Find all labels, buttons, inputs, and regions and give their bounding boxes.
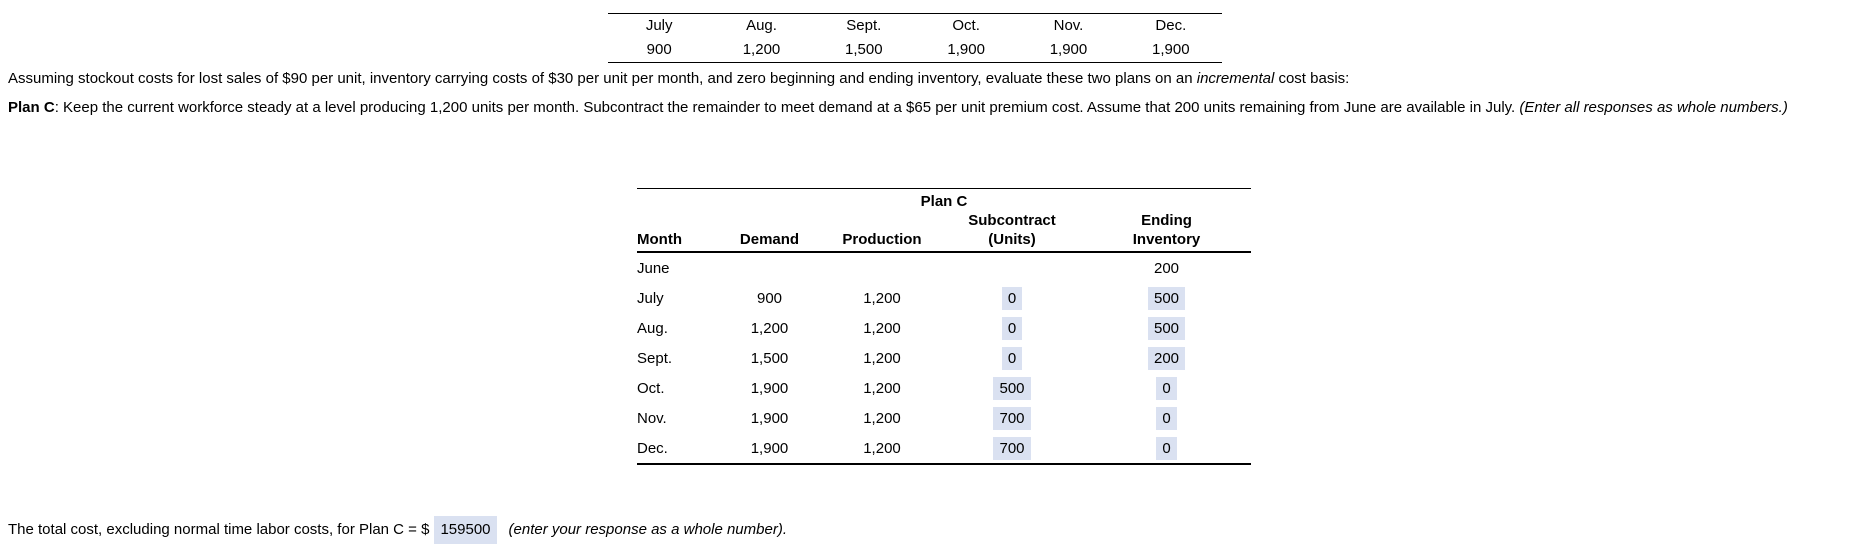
month-label-july: July bbox=[637, 289, 664, 307]
ending-inventory-input-aug-cell: 500 bbox=[1082, 313, 1251, 343]
demand-value: 1,200 bbox=[742, 41, 781, 58]
demand-value-sept: 1,500 bbox=[750, 349, 789, 367]
total-cost-instruction: (enter your response as a whole number). bbox=[508, 521, 787, 538]
intro-paragraph: Assuming stockout costs for lost sales o… bbox=[8, 68, 1866, 90]
production-value-sept: 1,200 bbox=[863, 349, 901, 367]
demand-value: 1,900 bbox=[1152, 41, 1190, 58]
ending-inventory-input-july[interactable]: 500 bbox=[1147, 286, 1186, 310]
subcontract-input-july-cell: 0 bbox=[942, 283, 1082, 313]
ending-header-line1: Ending bbox=[1141, 212, 1192, 229]
plan-c-row-dec: Dec. 1,900 1,200 700 0 bbox=[637, 433, 1251, 464]
plan-c-row-aug: Aug. 1,200 1,200 0 500 bbox=[637, 313, 1251, 343]
month-label-aug: Aug. bbox=[637, 319, 668, 337]
ending-header-line2: Inventory bbox=[1132, 231, 1201, 248]
demand-value: 1,500 bbox=[845, 41, 883, 58]
subcontract-input-nov[interactable]: 700 bbox=[993, 406, 1031, 430]
ending-inventory-input-dec-cell: 0 bbox=[1082, 433, 1251, 464]
column-header-production: Production bbox=[822, 211, 942, 253]
plan-c-description: : Keep the current workforce steady at a… bbox=[54, 99, 1520, 116]
ending-inventory-input-june: 200 bbox=[1153, 259, 1180, 277]
subcontract-input-dec-cell: 700 bbox=[942, 433, 1082, 464]
demand-value-june bbox=[717, 252, 822, 283]
ending-inventory-input-aug[interactable]: 500 bbox=[1147, 316, 1186, 340]
plan-c-paragraph: Plan C: Keep the current workforce stead… bbox=[8, 97, 1866, 119]
plan-c-table-title: Plan C bbox=[637, 188, 1251, 211]
demand-value: 1,900 bbox=[947, 41, 985, 58]
demand-value-aug: 1,200 bbox=[750, 319, 789, 337]
production-value-dec: 1,200 bbox=[863, 439, 901, 457]
month-label-sept: Sept. bbox=[637, 349, 673, 367]
demand-month-header: Oct. bbox=[952, 17, 980, 34]
plan-c-row-oct: Oct. 1,900 1,200 500 0 bbox=[637, 373, 1251, 403]
plan-c-label: Plan C bbox=[8, 99, 55, 116]
demand-value-oct: 1,900 bbox=[750, 379, 789, 397]
ending-inventory-input-july-cell: 500 bbox=[1082, 283, 1251, 313]
plan-c-table: Plan C Month Demand Production Subcontra… bbox=[637, 188, 1251, 465]
total-cost-text: The total cost, excluding normal time la… bbox=[8, 521, 430, 538]
demand-month-header: Aug. bbox=[746, 17, 777, 34]
plan-c-instruction: (Enter all responses as whole numbers.) bbox=[1519, 99, 1788, 116]
production-value-july: 1,200 bbox=[863, 289, 901, 307]
total-cost-input[interactable]: 159500 bbox=[434, 516, 497, 544]
production-value-nov: 1,200 bbox=[863, 409, 901, 427]
ending-inventory-input-sept-cell: 200 bbox=[1082, 343, 1251, 373]
subcontract-header-line1: Subcontract bbox=[968, 212, 1056, 229]
demand-value: 900 bbox=[646, 41, 672, 58]
subcontract-input-nov-cell: 700 bbox=[942, 403, 1082, 433]
demand-value-dec: 1,900 bbox=[750, 439, 789, 457]
subcontract-input-sept[interactable]: 0 bbox=[1001, 346, 1023, 370]
column-header-ending-inventory: Ending Inventory bbox=[1082, 211, 1251, 253]
ending-inventory-input-oct-cell: 0 bbox=[1082, 373, 1251, 403]
plan-c-row-sept: Sept. 1,500 1,200 0 200 bbox=[637, 343, 1251, 373]
demand-month-header: Nov. bbox=[1053, 17, 1084, 34]
intro-text: Assuming stockout costs for lost sales o… bbox=[8, 70, 1197, 87]
demand-value: 1,900 bbox=[1049, 41, 1088, 58]
demand-values-row: 900 1,200 1,500 1,900 1,900 1,900 bbox=[608, 38, 1222, 63]
subcontract-input-july[interactable]: 0 bbox=[1001, 286, 1023, 310]
production-value-aug: 1,200 bbox=[863, 319, 901, 337]
column-header-subcontract: Subcontract (Units) bbox=[942, 211, 1082, 253]
production-value-june bbox=[822, 252, 942, 283]
ending-inventory-input-nov[interactable]: 0 bbox=[1156, 406, 1177, 430]
subcontract-input-oct[interactable]: 500 bbox=[993, 376, 1031, 400]
subcontract-input-dec[interactable]: 700 bbox=[993, 436, 1031, 460]
subcontract-input-june bbox=[942, 252, 1082, 283]
plan-c-row-nov: Nov. 1,900 1,200 700 0 bbox=[637, 403, 1251, 433]
month-label-oct: Oct. bbox=[637, 379, 665, 397]
column-header-month: Month bbox=[637, 211, 717, 253]
ending-inventory-input-oct[interactable]: 0 bbox=[1156, 376, 1177, 400]
ending-inventory-input-dec[interactable]: 0 bbox=[1156, 436, 1177, 460]
demand-value-nov: 1,900 bbox=[750, 409, 789, 427]
demand-table: July Aug. Sept. Oct. Nov. Dec. 900 1,200 1,500 1… bbox=[608, 13, 1222, 63]
intro-text-end: cost basis: bbox=[1274, 70, 1350, 87]
subcontract-input-oct-cell: 500 bbox=[942, 373, 1082, 403]
ending-inventory-input-nov-cell: 0 bbox=[1082, 403, 1251, 433]
subcontract-input-aug[interactable]: 0 bbox=[1001, 316, 1023, 340]
ending-inventory-input-sept[interactable]: 200 bbox=[1147, 346, 1186, 370]
plan-c-table-title-row: Plan C bbox=[637, 188, 1251, 211]
plan-c-table-container: Plan C Month Demand Production Subcontra… bbox=[637, 188, 1251, 465]
month-label-dec: Dec. bbox=[637, 439, 668, 457]
production-value-oct: 1,200 bbox=[863, 379, 901, 397]
plan-c-row-june: June 200 bbox=[637, 252, 1251, 283]
month-label-nov: Nov. bbox=[637, 409, 667, 427]
subcontract-input-aug-cell: 0 bbox=[942, 313, 1082, 343]
demand-month-header: July bbox=[645, 17, 673, 34]
demand-months-row: July Aug. Sept. Oct. Nov. Dec. bbox=[608, 14, 1222, 39]
demand-month-header: Sept. bbox=[846, 17, 882, 34]
demand-value-july: 900 bbox=[756, 289, 783, 307]
intro-italic-word: incremental bbox=[1196, 70, 1275, 87]
plan-c-row-july: July 900 1,200 0 500 bbox=[637, 283, 1251, 313]
month-label-june: June bbox=[637, 259, 670, 277]
subcontract-input-sept-cell: 0 bbox=[942, 343, 1082, 373]
plan-c-table-header-row: Month Demand Production Subcontract (Unit… bbox=[637, 211, 1251, 253]
subcontract-header-line2: (Units) bbox=[988, 231, 1036, 248]
column-header-demand: Demand bbox=[717, 211, 822, 253]
demand-month-header: Dec. bbox=[1155, 17, 1187, 34]
total-cost-line: The total cost, excluding normal time la… bbox=[8, 516, 1866, 544]
